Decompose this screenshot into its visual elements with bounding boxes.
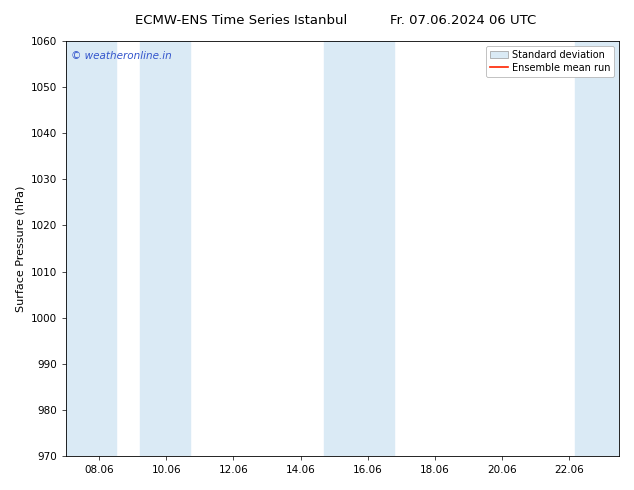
Text: ECMW-ENS Time Series Istanbul: ECMW-ENS Time Series Istanbul xyxy=(135,14,347,27)
Y-axis label: Surface Pressure (hPa): Surface Pressure (hPa) xyxy=(15,185,25,312)
Bar xyxy=(576,41,619,456)
Bar xyxy=(347,41,394,456)
Bar xyxy=(66,41,116,456)
Text: Fr. 07.06.2024 06 UTC: Fr. 07.06.2024 06 UTC xyxy=(390,14,536,27)
Text: © weatheronline.in: © weatheronline.in xyxy=(72,51,172,61)
Bar xyxy=(324,41,347,456)
Legend: Standard deviation, Ensemble mean run: Standard deviation, Ensemble mean run xyxy=(486,46,614,76)
Bar xyxy=(139,41,190,456)
